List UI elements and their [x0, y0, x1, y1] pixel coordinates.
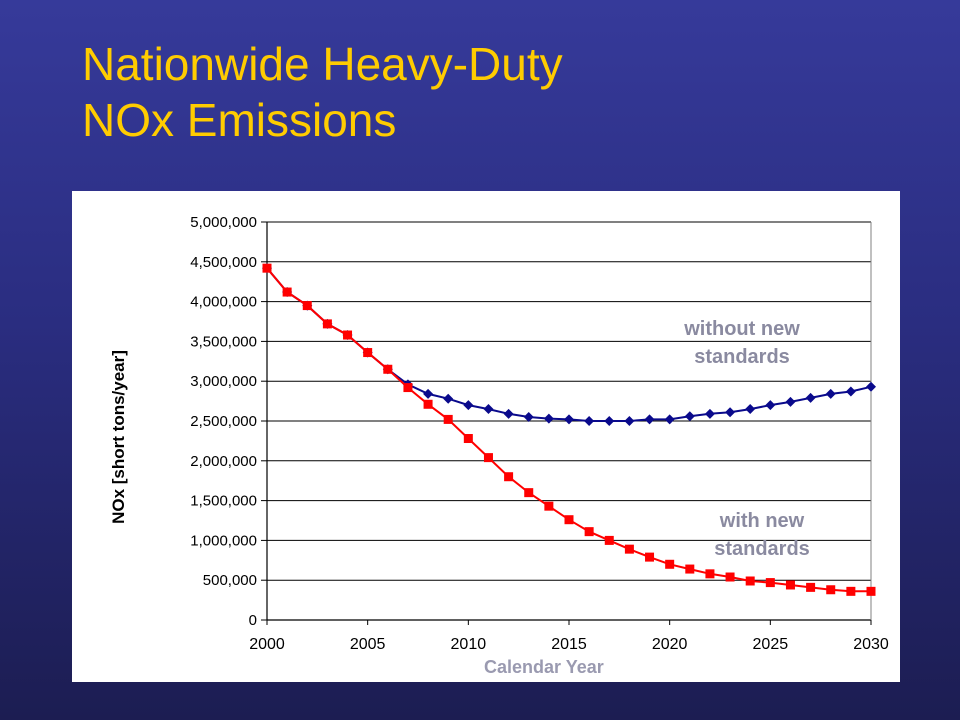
x-tick-label: 2025 [753, 636, 789, 653]
data-point [866, 586, 876, 596]
data-point [322, 319, 332, 329]
data-point [282, 287, 292, 297]
data-point [825, 388, 836, 399]
data-point [785, 580, 795, 590]
y-tick-label: 1,000,000 [190, 532, 257, 549]
y-tick-label: 3,000,000 [190, 373, 257, 390]
y-tick-label: 0 [249, 612, 257, 629]
data-point [604, 416, 615, 426]
data-point [523, 412, 534, 423]
data-point [845, 386, 856, 397]
x-axis-label: Calendar Year [484, 657, 604, 677]
annotation-without-line-1: without new [684, 318, 800, 340]
data-point [826, 585, 836, 595]
x-tick-label: 2020 [652, 636, 688, 653]
series [262, 263, 876, 596]
data-point [665, 559, 675, 569]
annotation-with-new-standards: with new standards [692, 507, 832, 563]
data-point [725, 407, 736, 418]
x-tick-label: 2010 [451, 636, 487, 653]
axes [261, 221, 872, 625]
x-tick-label: 2015 [551, 636, 587, 653]
data-point [343, 330, 353, 340]
slide-title-line-2: NOx Emissions [82, 94, 397, 146]
slide-title: Nationwide Heavy-Duty NOx Emissions [82, 36, 563, 148]
y-tick-label: 3,500,000 [190, 333, 257, 350]
data-point [765, 578, 775, 588]
data-point [483, 404, 494, 415]
y-tick-label: 2,000,000 [190, 453, 257, 470]
y-tick-label: 4,500,000 [190, 254, 257, 271]
line-chart: 0 500,000 1,000,000 1,500,000 2,000,000 2,500… [109, 214, 889, 653]
data-point [685, 564, 695, 574]
y-tick-label: 5,000,000 [190, 214, 257, 231]
data-point [866, 381, 876, 392]
series-with-new-standards [262, 263, 876, 596]
y-tick-labels: 0 500,000 1,000,000 1,500,000 2,000,000 2,500… [190, 214, 257, 629]
x-tick-label: 2005 [350, 636, 386, 653]
data-point [584, 416, 595, 426]
data-point [504, 472, 514, 482]
data-point [806, 582, 816, 592]
data-point [785, 396, 796, 407]
x-tick-label: 2000 [249, 636, 285, 653]
data-point [584, 527, 594, 537]
x-tick-labels: 2000 2005 2010 2015 2020 2025 2030 [249, 636, 889, 653]
annotation-without-line-2: standards [694, 346, 790, 368]
data-point [443, 414, 453, 424]
data-point [725, 572, 735, 582]
data-point [765, 400, 776, 411]
data-point [524, 488, 534, 498]
data-point [684, 411, 695, 422]
data-point [463, 400, 474, 411]
data-point [483, 453, 493, 463]
data-point [805, 392, 816, 403]
y-tick-label: 500,000 [203, 572, 257, 589]
data-point [423, 388, 434, 399]
annotation-with-line-2: standards [714, 538, 810, 560]
data-point [302, 301, 312, 311]
data-point [503, 408, 514, 419]
data-point [403, 383, 413, 393]
chart-panel: 0 500,000 1,000,000 1,500,000 2,000,000 2,500… [72, 191, 900, 682]
data-point [543, 413, 554, 424]
data-point [624, 544, 634, 554]
y-axis-label: NOx [short tons/year] [109, 350, 128, 524]
data-point [624, 416, 635, 426]
slide-title-line-1: Nationwide Heavy-Duty [82, 38, 563, 90]
data-point [443, 393, 454, 404]
data-point [846, 586, 856, 596]
data-point [423, 399, 433, 409]
data-point [363, 348, 373, 358]
data-point [745, 576, 755, 586]
data-point [704, 408, 715, 419]
data-point [262, 263, 272, 273]
data-point [544, 501, 554, 511]
y-tick-label: 4,000,000 [190, 294, 257, 311]
data-point [745, 404, 756, 415]
y-tick-label: 1,500,000 [190, 493, 257, 510]
data-point [644, 414, 655, 425]
data-point [383, 364, 393, 374]
data-point [463, 434, 473, 444]
data-point [645, 552, 655, 562]
data-point [604, 535, 614, 545]
annotation-without-new-standards: without new standards [672, 315, 812, 371]
data-point [664, 414, 675, 425]
y-tick-label: 2,500,000 [190, 413, 257, 430]
data-point [564, 515, 574, 525]
data-point [705, 569, 715, 579]
annotation-with-line-1: with new [719, 510, 805, 532]
data-point [564, 414, 574, 425]
x-tick-label: 2030 [853, 636, 889, 653]
